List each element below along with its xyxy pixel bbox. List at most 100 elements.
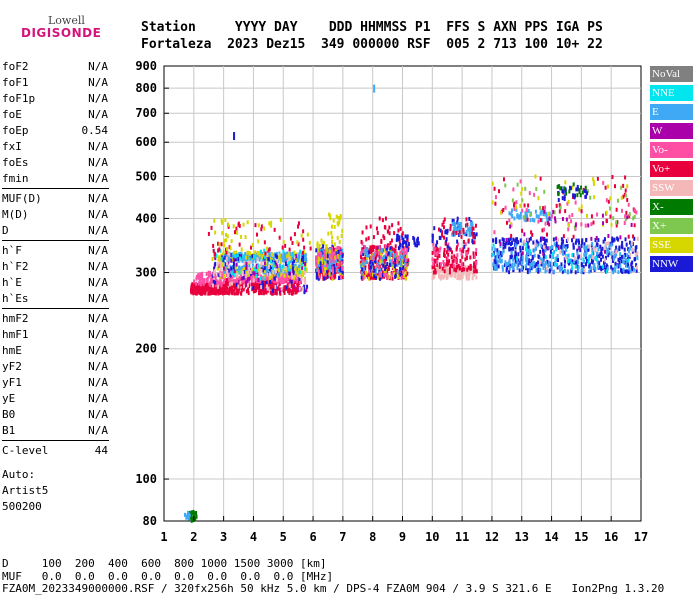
echo-point <box>212 287 215 292</box>
echo-point <box>255 232 258 237</box>
echo-point <box>220 242 223 247</box>
echo-point <box>366 255 369 260</box>
echo-point <box>456 253 459 258</box>
echo-point <box>623 220 626 225</box>
echo-point <box>398 235 401 240</box>
echo-point <box>240 234 243 239</box>
echo-point <box>625 269 628 274</box>
echo-point <box>529 251 532 256</box>
echo-point <box>221 252 224 257</box>
echo-point <box>270 280 273 285</box>
echo-point <box>300 276 303 281</box>
echo-point <box>627 202 630 207</box>
echo-point <box>269 284 272 289</box>
echo-point <box>404 276 407 281</box>
echo-point <box>450 250 453 255</box>
echo-point <box>583 242 586 247</box>
echo-point <box>245 255 248 260</box>
echo-point <box>399 272 402 277</box>
echo-point <box>286 275 289 280</box>
echo-point <box>582 270 585 275</box>
echo-point <box>465 251 468 256</box>
legend-item: SSE <box>650 237 693 253</box>
legend-item: X+ <box>650 218 693 234</box>
echo-point <box>301 257 304 262</box>
echo-point <box>218 273 221 278</box>
echo-point <box>287 261 290 266</box>
echo-point <box>627 248 630 253</box>
echo-point <box>627 258 630 263</box>
echo-point <box>533 253 536 258</box>
echo-point <box>457 222 460 227</box>
echo-point <box>377 265 380 270</box>
echo-point <box>537 215 540 220</box>
echo-point <box>256 272 259 277</box>
echo-point <box>431 269 434 274</box>
echo-point <box>284 262 287 267</box>
echo-point <box>254 285 257 290</box>
echo-point <box>544 269 547 274</box>
echo-point <box>332 218 335 223</box>
echo-point <box>549 254 552 259</box>
param-label: D <box>2 224 9 237</box>
echo-point <box>224 247 227 252</box>
echo-point <box>299 269 302 274</box>
echo-point <box>369 265 372 270</box>
echo-point <box>576 187 579 192</box>
echo-point <box>231 275 234 280</box>
echo-point <box>503 242 506 247</box>
echo-point <box>505 237 508 242</box>
echo-point <box>245 270 248 275</box>
echo-point <box>368 274 371 279</box>
echo-point <box>462 267 465 272</box>
echo-point <box>436 246 439 251</box>
echo-point <box>303 278 306 283</box>
echo-point <box>192 290 195 295</box>
echo-point <box>297 283 300 288</box>
echo-point <box>574 240 577 245</box>
echo-point <box>279 217 282 222</box>
echo-point <box>493 264 496 269</box>
echo-point <box>436 255 439 260</box>
echo-point <box>539 259 542 264</box>
echo-point <box>523 203 526 208</box>
echo-point <box>517 240 520 245</box>
echo-point <box>625 242 628 247</box>
echo-point <box>598 261 601 266</box>
echo-point <box>452 219 455 224</box>
echo-point <box>630 241 633 246</box>
echo-point <box>541 228 544 233</box>
echo-point <box>266 276 269 281</box>
echo-point <box>552 262 555 267</box>
x-tick-label: 1 <box>160 530 167 544</box>
echo-point <box>385 272 388 277</box>
echo-point <box>245 262 248 267</box>
echo-point <box>581 238 584 243</box>
echo-point <box>315 259 318 264</box>
echo-point <box>544 248 547 253</box>
echo-point <box>218 242 221 247</box>
echo-point <box>364 245 367 250</box>
echo-point <box>577 268 580 273</box>
echo-point <box>593 263 596 268</box>
echo-point <box>332 269 335 274</box>
echo-point <box>628 240 631 245</box>
echo-point <box>340 261 343 266</box>
echo-point <box>259 276 262 281</box>
echo-point <box>464 242 467 247</box>
echo-point <box>475 266 478 271</box>
echo-point <box>225 280 228 285</box>
echo-point <box>254 255 257 260</box>
echo-point <box>300 233 303 238</box>
echo-point <box>472 264 475 269</box>
echo-point <box>465 273 468 278</box>
echo-point <box>326 260 329 265</box>
param-label: yE <box>2 392 16 405</box>
echo-point <box>266 269 269 274</box>
echo-point <box>560 245 563 250</box>
echo-point <box>537 264 540 269</box>
echo-point <box>230 258 233 263</box>
echo-point <box>248 267 251 272</box>
param-label: foF1 <box>2 76 29 89</box>
echo-point <box>609 214 612 219</box>
